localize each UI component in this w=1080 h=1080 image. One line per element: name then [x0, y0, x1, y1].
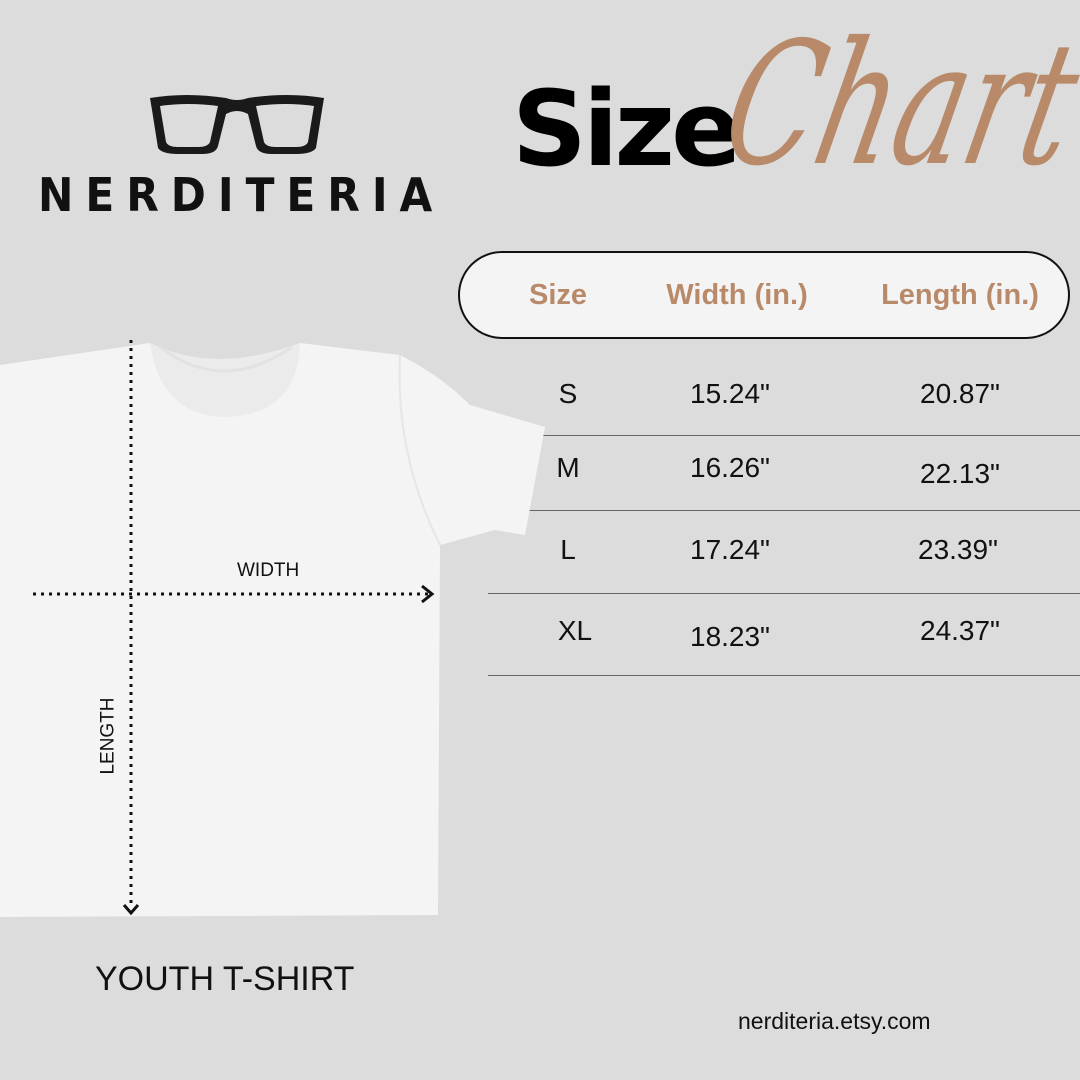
divider	[488, 593, 1080, 594]
header-size: Size	[528, 279, 588, 311]
website-link[interactable]: nerditeria.etsy.com	[738, 1008, 931, 1034]
cell-size: S	[558, 378, 578, 409]
cell-size: L	[560, 534, 576, 565]
cell-size: XL	[557, 615, 593, 646]
title-size: Size	[512, 68, 742, 190]
width-label: WIDTH	[237, 560, 300, 581]
length-label: LENGTH	[97, 697, 119, 775]
divider	[488, 675, 1080, 676]
title-chart: Chart	[708, 6, 1080, 204]
cell-size: M	[556, 452, 580, 483]
brand-name: NERDITERIA	[38, 168, 445, 222]
header-width: Width (in.)	[666, 279, 808, 311]
product-label: YOUTH T-SHIRT	[95, 960, 355, 998]
header-length: Length (in.)	[881, 279, 1039, 311]
cell-width: 16.26"	[689, 452, 771, 483]
cell-length: 20.87"	[919, 378, 1001, 409]
cell-length: 22.13"	[919, 458, 1001, 489]
divider	[488, 435, 1080, 436]
tshirt-image	[0, 340, 545, 917]
divider	[488, 510, 1080, 511]
table-header: Size Width (in.) Length (in.)	[458, 251, 1070, 339]
cell-width: 17.24"	[689, 534, 771, 565]
glasses-icon	[150, 95, 324, 154]
cell-width: 18.23"	[689, 621, 771, 652]
cell-length: 23.39"	[917, 534, 999, 565]
cell-length: 24.37"	[919, 615, 1001, 646]
cell-width: 15.24"	[689, 378, 771, 409]
